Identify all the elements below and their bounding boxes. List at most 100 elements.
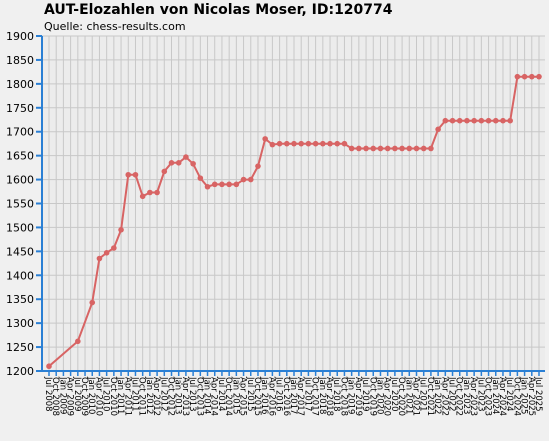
x-tick-label: Apr 2023 <box>468 377 478 416</box>
x-tick-label: Oct 2011 <box>137 377 147 416</box>
y-tick-label: 1200 <box>6 365 34 378</box>
x-tick-label: Jan 2021 <box>403 376 413 414</box>
x-tick-label: Jan 2020 <box>374 376 384 414</box>
x-tick-label: Jul 2020 <box>389 376 399 412</box>
data-point <box>190 160 196 167</box>
x-tick-label: Jul 2021 <box>418 376 428 412</box>
data-point <box>139 193 146 200</box>
x-tick-label: Jan 2023 <box>461 376 471 414</box>
y-tick-label: 1300 <box>6 317 34 330</box>
data-point <box>269 141 276 148</box>
x-tick-label: Oct 2023 <box>483 377 493 416</box>
x-tick-label: Jul 2013 <box>187 376 197 412</box>
x-tick-label: Apr 2024 <box>497 377 507 416</box>
data-point <box>478 117 485 124</box>
x-tick-label: Jul 2019 <box>360 376 370 412</box>
data-point <box>406 145 413 152</box>
data-point <box>103 249 110 256</box>
x-tick-label: Jul 2014 <box>216 376 226 412</box>
data-point <box>75 338 81 345</box>
x-tick-label: Jan 2011 <box>115 376 125 414</box>
x-tick-label: Oct 2015 <box>252 377 262 416</box>
x-tick-label: Apr 2010 <box>93 377 103 416</box>
data-point <box>262 136 268 142</box>
x-tick-label: Jan 2022 <box>432 376 442 414</box>
x-tick-label: Jan 2025 <box>519 376 529 414</box>
x-tick-label: Apr 2015 <box>238 377 248 416</box>
x-tick-label: Oct 2012 <box>166 377 176 416</box>
data-point <box>204 183 211 190</box>
x-tick-label: Jan 2014 <box>202 376 212 414</box>
y-tick-label: 1750 <box>6 102 34 115</box>
x-tick-label: Jan 2012 <box>144 376 154 414</box>
data-point <box>435 126 441 133</box>
data-point <box>485 117 492 124</box>
data-point <box>528 73 535 80</box>
data-point <box>456 117 463 124</box>
x-tick-label: Apr 2018 <box>324 377 334 416</box>
y-tick-labels: 1200 1250 1300 1350 1400 1450 1500 1550 1600 1650… <box>6 30 34 378</box>
data-point <box>46 363 52 370</box>
x-tick-label: Oct 2021 <box>425 377 435 416</box>
x-tick-label: Apr 2016 <box>266 377 276 416</box>
x-tick-label: Apr 2020 <box>382 377 392 416</box>
x-tick-label: Apr 2021 <box>411 377 421 416</box>
data-point <box>211 181 218 188</box>
data-point <box>118 227 124 233</box>
data-point <box>255 163 261 169</box>
y-tick-label: 1250 <box>6 341 34 354</box>
x-tick-label: Jan 2016 <box>259 376 269 414</box>
x-tick-label: Apr 2012 <box>151 377 161 416</box>
grid <box>42 35 545 372</box>
data-point <box>175 160 182 166</box>
y-tick-label: 1400 <box>6 269 34 282</box>
x-tick-label: Jan 2009 <box>57 376 67 414</box>
data-point <box>507 117 513 124</box>
x-tick-label: Jan 2018 <box>317 376 327 414</box>
x-tick-label: Jul 2015 <box>245 376 255 412</box>
x-tick-label: Oct 2013 <box>194 377 204 416</box>
x-tick-label: Oct 2020 <box>396 377 406 416</box>
x-tick-label: Apr 2013 <box>180 377 190 416</box>
x-tick-label: Jul 2024 <box>504 376 514 412</box>
data-point <box>197 175 204 181</box>
data-point <box>233 181 240 188</box>
data-points <box>46 73 542 370</box>
data-point <box>327 140 333 147</box>
x-tick-label: Jul 2017 <box>302 376 312 412</box>
data-point <box>464 117 470 124</box>
x-tick-label: Oct 2009 <box>79 377 89 416</box>
x-tick-label: Apr 2022 <box>439 377 449 416</box>
y-tick-label: 1800 <box>6 78 34 91</box>
data-point <box>305 140 312 147</box>
data-point <box>428 145 434 152</box>
x-tick-label: Jul 2018 <box>331 376 341 412</box>
data-point <box>96 255 103 262</box>
data-point <box>334 140 341 147</box>
data-point <box>514 73 521 80</box>
data-point <box>392 145 398 152</box>
data-point <box>132 171 139 178</box>
data-point <box>348 145 355 152</box>
data-point <box>291 140 297 147</box>
data-point <box>111 245 117 251</box>
data-point <box>492 117 499 124</box>
x-tick-label: Jul 2012 <box>158 376 168 412</box>
data-point <box>521 73 528 80</box>
data-point <box>247 176 254 183</box>
data-point <box>168 160 175 166</box>
x-tick-label: Apr 2017 <box>295 377 305 416</box>
x-tick-label: Jul 2023 <box>475 376 485 412</box>
y-tick-label: 1500 <box>6 221 34 234</box>
data-point <box>341 140 348 147</box>
data-point <box>147 189 153 196</box>
data-point <box>183 154 189 160</box>
y-tick-label: 1900 <box>6 30 34 43</box>
x-tick-label: Apr 2019 <box>353 377 363 416</box>
data-point <box>125 171 132 178</box>
y-tick-label: 1700 <box>6 126 34 139</box>
x-tick-label: Apr 2014 <box>209 377 219 416</box>
x-tick-label: Jul 2011 <box>129 376 139 412</box>
x-tick-label: Oct 2019 <box>367 377 377 416</box>
data-point <box>298 140 305 147</box>
